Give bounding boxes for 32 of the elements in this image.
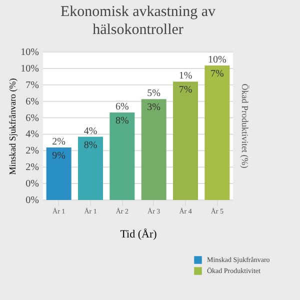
text: 10% (20, 47, 39, 58)
text: 4% (26, 129, 39, 140)
annotation: 2% (52, 136, 66, 148)
y2-axis-title: Ökad Produktivitet (%) (240, 84, 250, 168)
annotation: 7% (178, 84, 192, 96)
text: 10% (20, 63, 39, 74)
text: 2% (26, 146, 39, 157)
text: 6% (26, 96, 39, 108)
text: 2% (26, 162, 39, 174)
annotation: 8% (84, 140, 98, 151)
bar (141, 99, 166, 200)
text: 6% (26, 112, 39, 124)
chart-title: Ekonomisk avkastning av hälsokontroller (60, 4, 216, 38)
annotation: 9% (52, 150, 66, 162)
annotation: 10% (208, 54, 226, 66)
annotation: 3% (147, 102, 161, 114)
bar (204, 65, 230, 200)
x-axis-title: Tid (År) (120, 228, 158, 240)
annotation: 6% (115, 102, 129, 113)
annotation: 1% (178, 70, 192, 82)
bar (46, 148, 72, 200)
bar (78, 136, 103, 200)
annotation: 4% (84, 126, 98, 137)
text: 7% (26, 80, 39, 91)
text: 0% (26, 178, 39, 190)
y-axis-title: Minskad Sjukfrånvaro (%) (8, 78, 18, 175)
bar (110, 112, 135, 200)
annotation: 7% (210, 68, 224, 80)
annotation: 5% (147, 88, 161, 100)
bar (173, 82, 198, 200)
text: 0% (26, 195, 39, 206)
annotation: 8% (115, 116, 129, 127)
